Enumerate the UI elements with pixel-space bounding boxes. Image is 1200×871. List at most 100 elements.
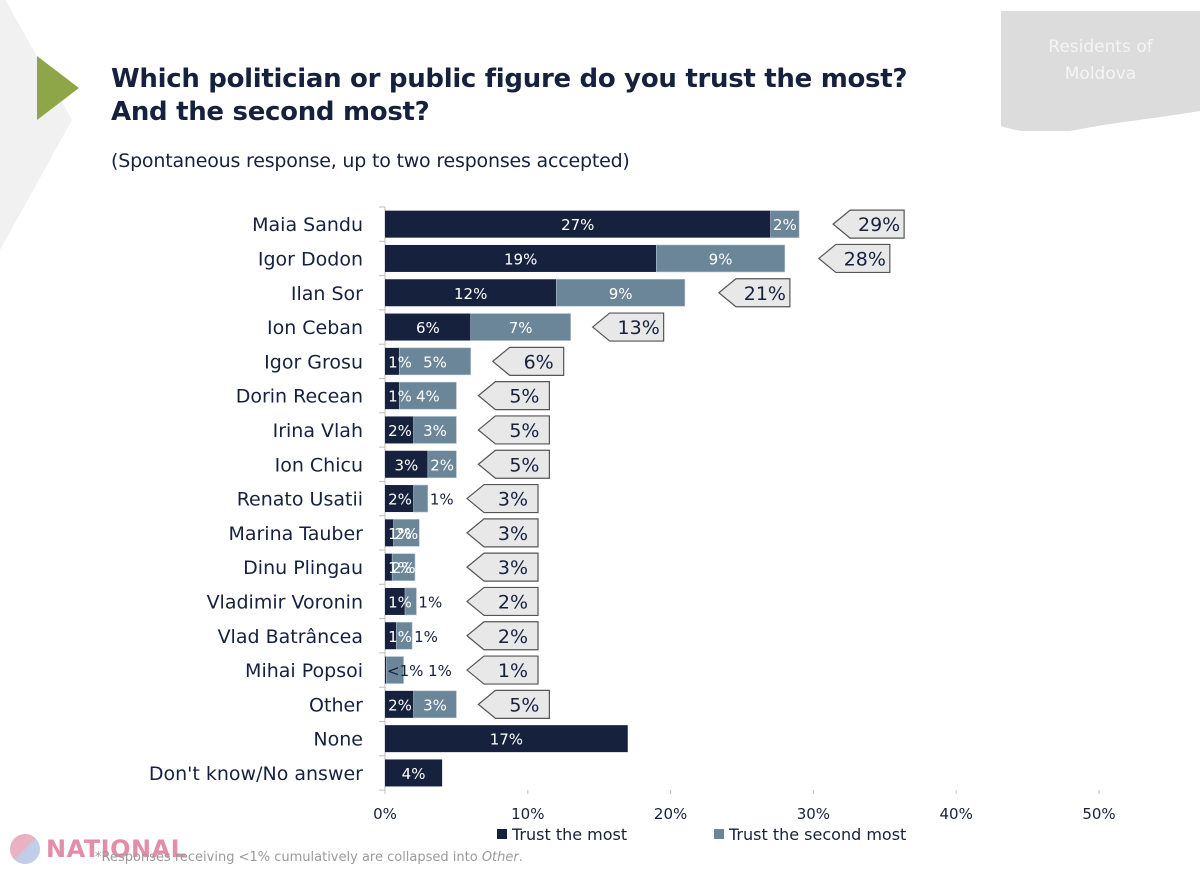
- total-callout: [477, 449, 550, 479]
- category-label: Maia Sandu: [252, 214, 363, 236]
- category-label: Dorin Recean: [236, 386, 363, 408]
- bar-trust-second: [413, 416, 457, 444]
- bar-trust-second: [391, 553, 416, 581]
- data-label-trust-most: 1%: [388, 593, 412, 611]
- data-label-trust-most: 1%: [388, 525, 412, 543]
- title-line-1: Which politician or public figure do you…: [111, 64, 908, 94]
- background-chevron-decoration: [0, 0, 72, 250]
- footnote-text: *Responses receiving <1% cumulatively ar…: [95, 850, 482, 865]
- total-label: 5%: [509, 420, 539, 442]
- region-tag-line-2: Moldova: [1064, 64, 1137, 84]
- legend-swatch-trust-second: [714, 829, 724, 839]
- bar-trust-most: [385, 519, 394, 547]
- bar-trust-second: [413, 484, 429, 513]
- total-callout: [477, 381, 550, 411]
- total-callout: [466, 586, 539, 617]
- bar-trust-most: [385, 485, 414, 513]
- total-label: 5%: [509, 454, 539, 476]
- category-label: Don't know/No answer: [149, 763, 363, 785]
- data-label-trust-second: 3%: [423, 696, 447, 714]
- bar-trust-most: [385, 759, 443, 787]
- bar-trust-second: [386, 656, 404, 684]
- total-label: 3%: [498, 489, 528, 511]
- x-tick-label: 10%: [511, 805, 544, 823]
- data-label-trust-most: 1%: [388, 559, 412, 577]
- category-label: Other: [309, 694, 363, 716]
- data-label-trust-most: 27%: [561, 216, 594, 234]
- data-label-trust-second: 9%: [709, 250, 733, 268]
- total-label: 13%: [618, 317, 660, 339]
- data-label-trust-most: 1%: [388, 353, 412, 371]
- bar-trust-most: [385, 725, 628, 753]
- bar-trust-most: [385, 279, 557, 307]
- total-label: 28%: [844, 248, 886, 270]
- watermark-logo-icon: [10, 834, 40, 864]
- bar-trust-most: [385, 553, 393, 581]
- bar-trust-most: [385, 656, 387, 684]
- total-label: 21%: [744, 283, 786, 305]
- data-label-trust-most: 2%: [388, 491, 412, 509]
- total-callout: [832, 209, 905, 239]
- bar-trust-second: [398, 347, 471, 376]
- bar-trust-second: [404, 587, 417, 616]
- title-line-2: And the second most?: [111, 97, 430, 127]
- bar-trust-second: [413, 690, 457, 719]
- category-label: Vladimir Voronin: [207, 591, 363, 613]
- data-label-trust-most: 4%: [402, 765, 426, 783]
- total-callout: [466, 621, 539, 651]
- data-label-trust-most: 1%: [388, 388, 412, 406]
- total-callout: [817, 243, 891, 274]
- watermark-text: NATIONAL: [46, 835, 187, 863]
- data-label-trust-second: 5%: [423, 353, 447, 371]
- data-label-trust-most: 17%: [490, 731, 523, 749]
- bar-trust-second: [398, 381, 457, 410]
- page-title: Which politician or public figure do you…: [111, 63, 907, 129]
- bar-trust-second: [393, 519, 420, 547]
- bar-trust-most: [385, 347, 400, 375]
- data-label-trust-second: 1%: [418, 593, 442, 611]
- category-label: Irina Vlah: [273, 420, 363, 442]
- data-label-trust-second: 4%: [416, 388, 440, 406]
- total-label: 3%: [498, 557, 528, 579]
- category-label: Ilan Sor: [291, 283, 363, 305]
- category-label: Vlad Batrâncea: [218, 626, 363, 648]
- bar-trust-second: [656, 244, 786, 273]
- region-tag-line-1: Residents of: [1048, 37, 1153, 57]
- category-label: Renato Usatii: [237, 489, 363, 511]
- total-label: 1%: [498, 660, 528, 682]
- total-label: 5%: [509, 694, 539, 716]
- data-label-trust-most: 3%: [395, 456, 419, 474]
- category-label: Igor Dodon: [258, 248, 363, 270]
- data-label-trust-most: 1%: [388, 628, 412, 646]
- total-callout: [466, 483, 539, 514]
- data-label-trust-most: 19%: [504, 250, 537, 268]
- bar-trust-most: [385, 210, 771, 238]
- total-callout: [466, 552, 539, 582]
- data-label-trust-most: 2%: [388, 696, 412, 714]
- bar-trust-second: [427, 450, 457, 479]
- total-callout: [477, 415, 550, 445]
- bar-trust-most: [385, 244, 657, 272]
- page-subtitle: (Spontaneous response, up to two respons…: [111, 150, 630, 172]
- bar-trust-most: [385, 690, 414, 718]
- category-label: Dinu Plingau: [243, 557, 363, 579]
- bar-trust-most: [385, 587, 405, 615]
- total-callout: [466, 655, 539, 685]
- bar-trust-second: [770, 210, 800, 238]
- category-label: Igor Grosu: [264, 351, 363, 373]
- footnote-italic: Other: [481, 850, 519, 865]
- x-tick-label: 0%: [373, 805, 397, 823]
- data-label-trust-most: 6%: [416, 319, 440, 337]
- footnote: *Responses receiving <1% cumulatively ar…: [95, 850, 523, 865]
- data-label-trust-second: 1%: [414, 628, 438, 646]
- data-label-trust-second: 2%: [430, 456, 454, 474]
- data-label-trust-second: 2%: [773, 216, 797, 234]
- total-callout: [477, 689, 550, 719]
- data-label-trust-second: 7%: [509, 319, 533, 337]
- category-label: Ion Ceban: [267, 317, 363, 339]
- total-callout: [717, 278, 791, 308]
- data-label-trust-second: 2%: [392, 559, 416, 577]
- bar-trust-most: [385, 313, 471, 341]
- bar-trust-second: [556, 278, 686, 307]
